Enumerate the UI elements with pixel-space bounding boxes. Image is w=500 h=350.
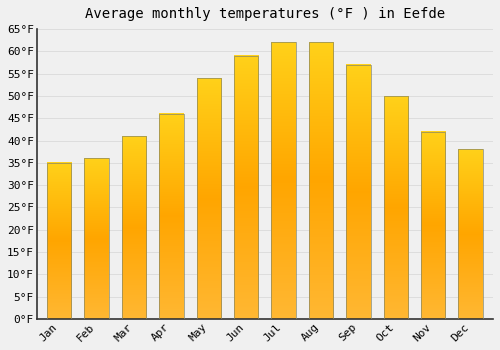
Bar bbox=[234, 56, 258, 319]
Bar bbox=[384, 96, 408, 319]
Bar bbox=[196, 78, 221, 319]
Bar bbox=[421, 132, 446, 319]
Bar bbox=[47, 163, 72, 319]
Bar bbox=[272, 42, 295, 319]
Bar bbox=[458, 149, 483, 319]
Bar bbox=[159, 114, 184, 319]
Bar bbox=[309, 42, 333, 319]
Bar bbox=[84, 158, 108, 319]
Title: Average monthly temperatures (°F ) in Eefde: Average monthly temperatures (°F ) in Ee… bbox=[85, 7, 445, 21]
Bar bbox=[122, 136, 146, 319]
Bar bbox=[346, 65, 370, 319]
